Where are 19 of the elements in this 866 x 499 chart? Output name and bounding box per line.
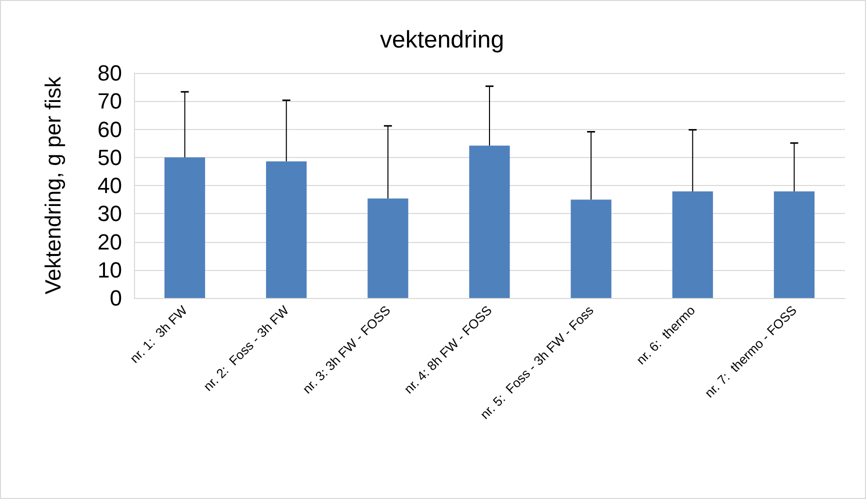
bar <box>164 157 206 298</box>
y-tick-label: 50 <box>98 144 122 170</box>
bar <box>368 198 408 298</box>
y-tick-label: 80 <box>98 60 122 86</box>
y-tick-label: 40 <box>98 173 122 198</box>
bar <box>774 191 815 298</box>
bar <box>672 191 713 298</box>
y-tick-label: 0 <box>110 286 122 310</box>
y-tick-label: 70 <box>98 88 122 114</box>
bar <box>469 146 510 298</box>
y-tick-label: 60 <box>98 116 122 142</box>
y-tick-label: 20 <box>98 229 122 254</box>
x-tick-label: nr. 1: 3h FW <box>126 302 191 366</box>
y-tick-label: 10 <box>98 257 122 282</box>
chart-title: vektendring <box>380 26 504 54</box>
y-axis-title: Vektendring, g per fisk <box>40 76 66 294</box>
bar <box>266 161 307 298</box>
y-tick-label: 30 <box>98 201 122 226</box>
bar <box>570 200 612 298</box>
